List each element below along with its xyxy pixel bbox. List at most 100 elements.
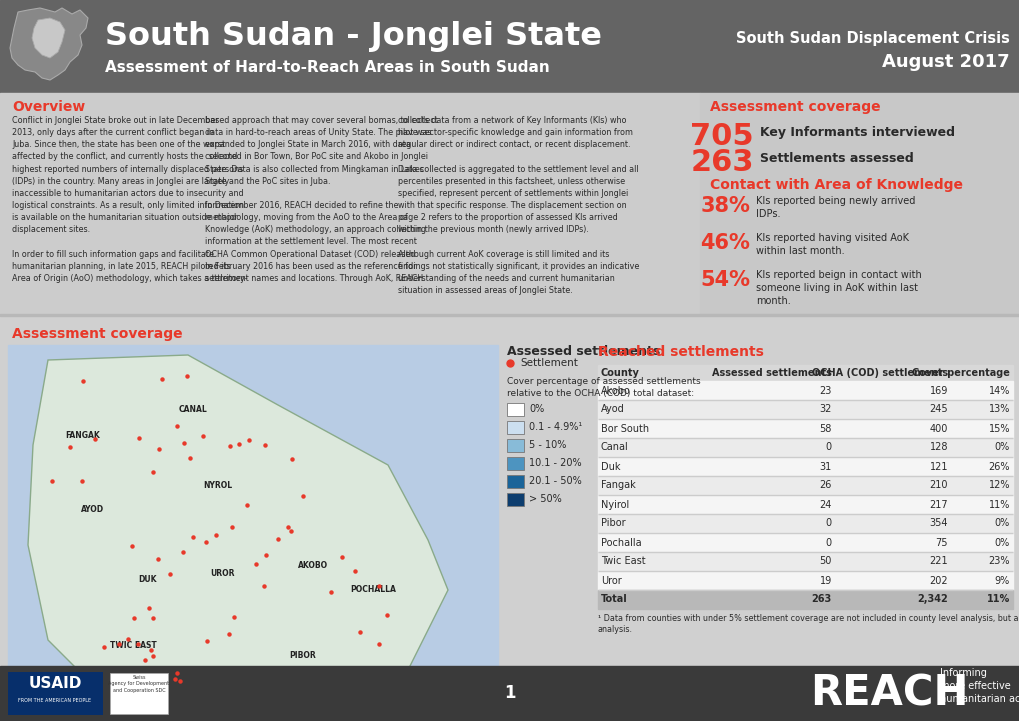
Text: TWIC EAST: TWIC EAST	[109, 640, 156, 650]
Text: 24: 24	[819, 500, 832, 510]
Polygon shape	[28, 355, 447, 693]
Text: Twic East: Twic East	[600, 557, 645, 567]
Text: Duk: Duk	[600, 461, 620, 472]
Bar	[110, 673, 168, 714]
Bar	[699, 93, 1019, 313]
Text: Assessed settlements: Assessed settlements	[711, 368, 832, 378]
Bar	[597, 419, 1012, 438]
Bar	[0, 314, 1019, 316]
Bar	[506, 421, 524, 434]
Polygon shape	[32, 18, 65, 58]
Text: 217: 217	[928, 500, 947, 510]
Text: 0: 0	[825, 518, 832, 528]
Text: Cover percentage: Cover percentage	[911, 368, 1009, 378]
Text: Conflict in Jonglei State broke out in late December
2013, only days after the c: Conflict in Jonglei State broke out in l…	[12, 116, 248, 283]
Text: FANGAK: FANGAK	[65, 430, 100, 440]
Text: Settlements assessed: Settlements assessed	[759, 152, 913, 165]
Text: 202: 202	[928, 575, 947, 585]
Text: 121: 121	[928, 461, 947, 472]
Text: BOR SOUTH: BOR SOUTH	[127, 696, 178, 704]
Text: PIBOR: PIBOR	[289, 650, 316, 660]
Text: KIs reported being newly arrived
IDPs.: KIs reported being newly arrived IDPs.	[755, 196, 914, 219]
Text: 0%: 0%	[994, 518, 1009, 528]
Text: 10.1 - 20%: 10.1 - 20%	[529, 459, 581, 469]
Text: 58: 58	[819, 423, 832, 433]
Bar	[597, 571, 1012, 590]
Text: 210: 210	[928, 480, 947, 490]
Text: 354: 354	[928, 518, 947, 528]
Text: 54%: 54%	[699, 270, 749, 290]
Text: 705: 705	[690, 122, 753, 151]
Text: Assessment coverage: Assessment coverage	[12, 327, 182, 341]
Bar	[597, 590, 1012, 609]
Text: 0.1 - 4.9%¹: 0.1 - 4.9%¹	[529, 423, 582, 433]
Text: 128: 128	[928, 443, 947, 453]
Text: KIs reported beign in contact with
someone living in AoK within last
month.: KIs reported beign in contact with someo…	[755, 270, 921, 306]
Text: Akobo: Akobo	[600, 386, 631, 396]
Text: ¹ Data from counties with under 5% settlement coverage are not included in count: ¹ Data from counties with under 5% settl…	[597, 614, 1019, 634]
Text: Assessed settlements: Assessed settlements	[506, 345, 659, 358]
Text: 245: 245	[928, 404, 947, 415]
Bar	[597, 400, 1012, 419]
Text: Key Informants interviewed: Key Informants interviewed	[759, 126, 954, 139]
Text: Cover percentage of assessed settlements
relative to the OCHA (COD) total datase: Cover percentage of assessed settlements…	[506, 377, 700, 398]
Text: REACH: REACH	[809, 672, 968, 714]
Text: 50: 50	[819, 557, 832, 567]
Text: Pochalla: Pochalla	[600, 537, 641, 547]
Text: Nyirol: Nyirol	[600, 500, 629, 510]
Text: USAID: USAID	[29, 676, 82, 691]
Text: > 50%: > 50%	[529, 495, 561, 505]
Text: Pibor: Pibor	[600, 518, 625, 528]
Bar	[597, 533, 1012, 552]
Text: 26%: 26%	[987, 461, 1009, 472]
Text: County: County	[600, 368, 639, 378]
Text: 0: 0	[825, 537, 832, 547]
Text: 12%: 12%	[987, 480, 1009, 490]
Bar	[506, 457, 524, 470]
Text: 20.1 - 50%: 20.1 - 50%	[529, 477, 581, 487]
Bar	[597, 476, 1012, 495]
Bar	[506, 403, 524, 416]
Text: 0%: 0%	[994, 537, 1009, 547]
Bar	[597, 552, 1012, 571]
Text: based approach that may cover several bomas, to collect
data in hard-to-reach ar: based approach that may cover several bo…	[205, 116, 437, 283]
Text: collects data from a network of Key Informants (KIs) who
have sector-specific kn: collects data from a network of Key Info…	[397, 116, 639, 295]
Text: Overview: Overview	[12, 100, 86, 114]
Text: 0: 0	[825, 443, 832, 453]
Bar	[597, 495, 1012, 514]
Text: Swiss
Agency for Development
and Cooperation SDC: Swiss Agency for Development and Coopera…	[108, 676, 169, 693]
Bar	[8, 672, 103, 715]
Text: FROM THE AMERICAN PEOPLE: FROM THE AMERICAN PEOPLE	[18, 697, 92, 702]
Text: 0%: 0%	[529, 404, 544, 415]
Text: Total: Total	[600, 595, 627, 604]
Text: Assessment coverage: Assessment coverage	[709, 100, 879, 114]
Text: Assessment of Hard-to-Reach Areas in South Sudan: Assessment of Hard-to-Reach Areas in Sou…	[105, 60, 549, 74]
Text: 13%: 13%	[987, 404, 1009, 415]
Text: 5 - 10%: 5 - 10%	[529, 441, 566, 451]
Text: Informing
more effective
humanitarian action: Informing more effective humanitarian ac…	[940, 668, 1019, 704]
Text: AYOD: AYOD	[82, 505, 105, 515]
Text: 263: 263	[811, 595, 832, 604]
Bar	[0, 0, 1019, 93]
Text: 2,342: 2,342	[916, 595, 947, 604]
Text: Reached settlements: Reached settlements	[597, 345, 763, 359]
Text: 263: 263	[690, 148, 753, 177]
Text: 31: 31	[819, 461, 832, 472]
Text: Fangak: Fangak	[600, 480, 635, 490]
Bar	[506, 439, 524, 452]
Text: AKOBO: AKOBO	[298, 560, 328, 570]
Text: KIs reported having visited AoK
within last month.: KIs reported having visited AoK within l…	[755, 233, 908, 256]
Bar	[597, 457, 1012, 476]
Text: UROR: UROR	[211, 568, 235, 578]
Text: 38%: 38%	[699, 196, 749, 216]
Text: Bor South: Bor South	[600, 423, 648, 433]
Text: 23: 23	[819, 386, 832, 396]
Bar	[506, 475, 524, 488]
Text: 11%: 11%	[985, 595, 1009, 604]
Text: 1: 1	[503, 684, 516, 702]
Text: Settlement: Settlement	[520, 358, 578, 368]
Text: 26: 26	[819, 480, 832, 490]
Text: CANAL: CANAL	[178, 405, 207, 415]
Bar	[597, 381, 1012, 400]
Text: 19: 19	[819, 575, 832, 585]
